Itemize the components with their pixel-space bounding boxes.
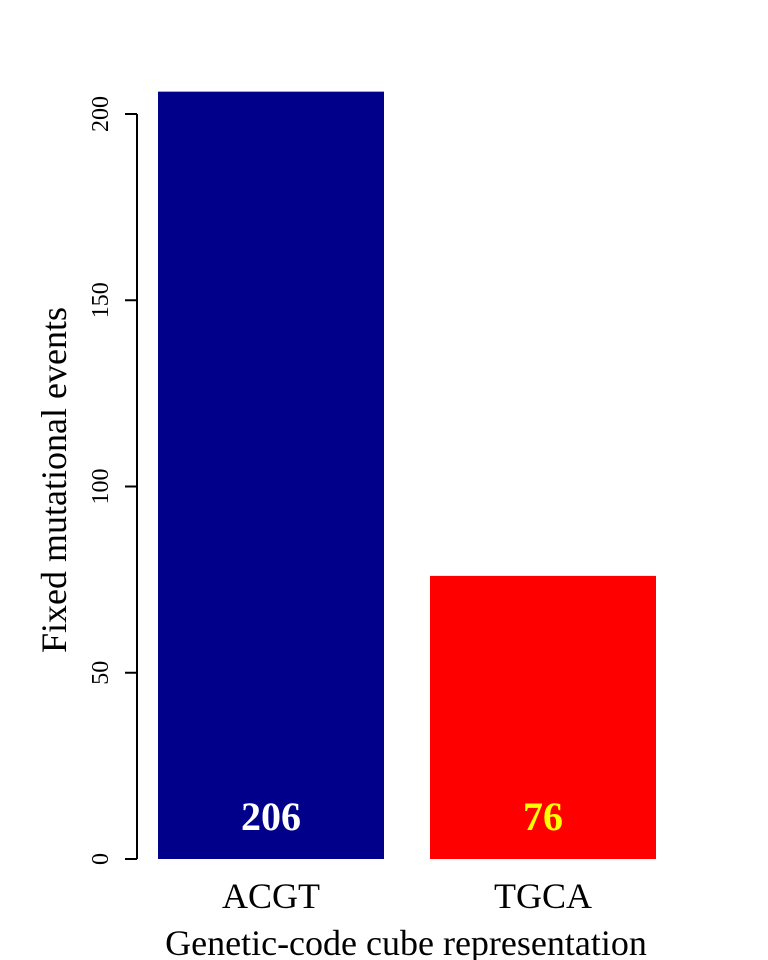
- x-tick-label: TGCA: [494, 876, 592, 916]
- y-axis: 0 50 100 150 200: [88, 96, 138, 865]
- bar-value-label: 206: [241, 794, 301, 839]
- bar-tgca: [430, 575, 656, 859]
- y-tick-label: 200: [88, 96, 114, 132]
- x-tick-labels: ACGT TGCA: [222, 876, 592, 916]
- bar-acgt: [158, 91, 384, 859]
- bar-value-label: 76: [523, 794, 563, 839]
- x-axis-title: Genetic-code cube representation: [165, 923, 647, 960]
- y-tick-label: 50: [88, 661, 114, 685]
- y-tick-label: 0: [88, 853, 114, 865]
- y-tick-label: 100: [88, 469, 114, 505]
- y-tick-label: 150: [88, 282, 114, 318]
- x-tick-label: ACGT: [222, 876, 320, 916]
- y-axis-title: Fixed mutational events: [34, 307, 74, 653]
- bar-value-labels: 206 76: [241, 794, 563, 839]
- bars-group: [158, 91, 656, 859]
